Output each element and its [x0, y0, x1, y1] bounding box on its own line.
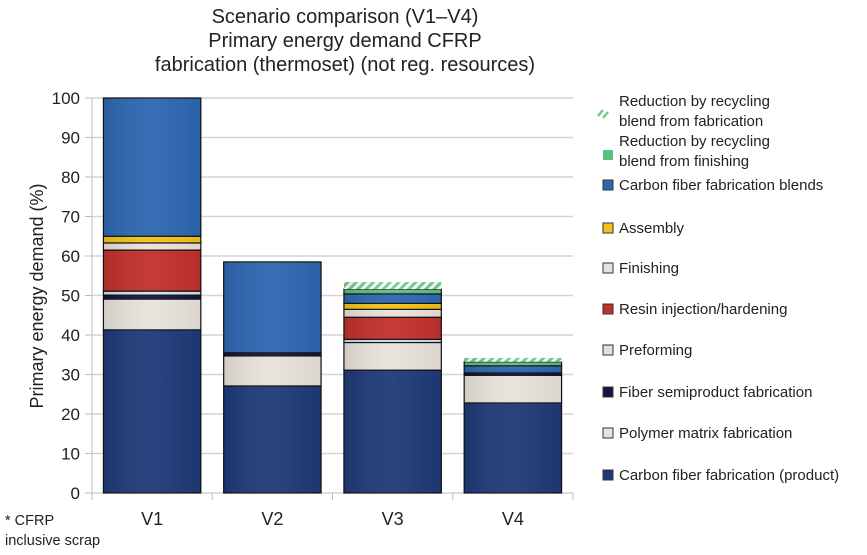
legend-item: Polymer matrix fabrication	[602, 425, 792, 442]
legend-swatch	[602, 179, 614, 191]
legend-label: Preforming	[619, 342, 692, 359]
bar-segment	[343, 316, 442, 340]
legend-label: blend from finishing	[619, 153, 749, 170]
y-tick-label: 60	[61, 247, 80, 266]
title-line-1: Scenario comparison (V1–V4)	[212, 6, 479, 28]
legend-item: Carbon fiber fabrication (product)	[602, 467, 839, 484]
y-tick-label: 30	[61, 366, 80, 385]
title-line-3: fabrication (thermoset) (not reg. resour…	[155, 54, 535, 76]
legend-item: Assembly	[602, 220, 685, 237]
x-tick-label: V3	[382, 509, 404, 529]
bar-segment	[223, 385, 322, 494]
x-tick-label: V4	[502, 509, 524, 529]
bar-segment	[343, 369, 442, 494]
bar-segment	[463, 361, 563, 367]
chart-title: Scenario comparison (V1–V4) Primary ener…	[155, 6, 535, 76]
legend-label: Carbon fiber fabrication (product)	[619, 467, 839, 484]
y-axis: 0 10 20 30 40 50 60 70 80 90 100	[52, 89, 93, 503]
footnote-line-2: inclusive scrap	[5, 533, 100, 549]
y-tick-label: 40	[61, 326, 80, 345]
y-tick-label: 100	[52, 89, 80, 108]
bar-segment	[343, 288, 442, 295]
y-tick-label: 50	[61, 287, 80, 306]
legend-swatch-hatched	[597, 109, 604, 117]
legend-label: Carbon fiber fabrication blends	[619, 177, 823, 194]
legend-swatch	[603, 150, 613, 160]
x-tick-label: V1	[141, 509, 163, 529]
bar-segment	[223, 355, 322, 387]
x-axis: V1 V2 V3 V4	[91, 492, 574, 529]
y-axis-label: Primary energy demand (%)	[27, 183, 47, 408]
legend-label: Reduction by recycling	[619, 93, 770, 110]
legend-item: Preforming	[602, 342, 692, 359]
legend-swatch	[602, 386, 614, 398]
bar-segment	[464, 357, 562, 362]
legend-item: Resin injection/hardening	[602, 301, 787, 318]
bar-segment	[343, 282, 442, 290]
bar-segment	[102, 298, 202, 331]
bar-segment	[102, 97, 202, 237]
legend-item: Reduction by recycling blend from finishi…	[603, 133, 770, 170]
y-tick-label: 0	[71, 484, 80, 503]
legend-swatch	[602, 303, 614, 315]
x-tick-label: V2	[261, 509, 283, 529]
bar-stack-v1	[102, 97, 202, 494]
legend-label: Reduction by recycling	[619, 133, 770, 150]
legend-swatch-hatched	[602, 111, 609, 119]
legend-label: Resin injection/hardening	[619, 301, 787, 318]
legend-label: Fiber semiproduct fabrication	[619, 384, 812, 401]
legend-label: Polymer matrix fabrication	[619, 425, 792, 442]
legend-item: Fiber semiproduct fabrication	[602, 384, 812, 401]
bar-segment	[343, 302, 442, 310]
bar-segment	[102, 242, 202, 251]
legend-swatch	[602, 222, 614, 234]
title-line-2: Primary energy demand CFRP	[208, 30, 481, 52]
footnote-line-1: * CFRP	[5, 513, 54, 529]
bar-segment	[223, 261, 322, 354]
bar-stack-v4	[463, 357, 563, 494]
bar-segment	[102, 329, 202, 494]
y-tick-label: 80	[61, 168, 80, 187]
footnote: * CFRP inclusive scrap	[5, 513, 100, 549]
legend-label: Assembly	[619, 220, 685, 237]
legend-item: Finishing	[602, 260, 679, 277]
bar-segment	[102, 249, 202, 292]
y-tick-label: 20	[61, 405, 80, 424]
bar-segment	[463, 374, 563, 404]
bar-segment	[343, 308, 442, 318]
bar-segment	[463, 402, 563, 494]
legend-swatch	[602, 344, 614, 356]
y-tick-label: 90	[61, 129, 80, 148]
bar-segment	[102, 235, 202, 244]
bar-segment	[343, 293, 442, 305]
bar-segment	[343, 341, 442, 371]
bar-stack-v2	[223, 261, 322, 494]
legend: Reduction by recycling blend from fabrica…	[597, 93, 839, 484]
legend-swatch	[602, 427, 614, 439]
bar-stack-v3	[343, 282, 442, 494]
y-tick-label: 10	[61, 445, 80, 464]
legend-item: Carbon fiber fabrication blends	[602, 177, 823, 194]
legend-swatch	[602, 262, 614, 274]
y-tick-label: 70	[61, 208, 80, 227]
legend-swatch	[602, 469, 614, 481]
legend-label: blend from fabrication	[619, 113, 763, 130]
legend-label: Finishing	[619, 260, 679, 277]
legend-item: Reduction by recycling blend from fabrica…	[597, 93, 770, 130]
bar-segment	[463, 365, 563, 374]
